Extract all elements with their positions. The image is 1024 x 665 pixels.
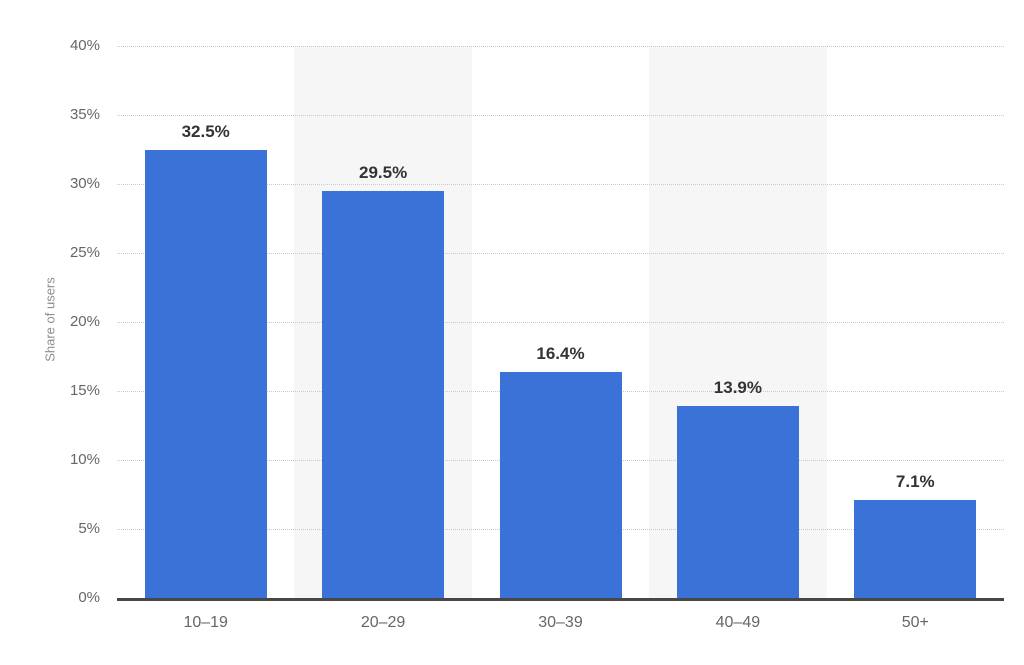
gridline [117, 115, 1004, 116]
x-axis-tick-label: 40–49 [715, 614, 761, 631]
y-axis-tick-label: 15% [69, 382, 100, 399]
x-axis-tick-label: 50+ [901, 614, 929, 631]
y-axis-tick-label: 0% [78, 589, 100, 606]
y-axis-tick-label: 30% [69, 175, 100, 192]
bar-value-label: 16.4% [536, 343, 585, 363]
gridline [117, 253, 1004, 254]
bar-value-label: 7.1% [895, 472, 935, 492]
x-axis-tick-label: 20–29 [360, 614, 406, 631]
gridline [117, 46, 1004, 47]
bar-value-label: 32.5% [181, 121, 230, 141]
x-axis-tick-label: 10–19 [183, 614, 228, 631]
bar-value-label: 13.9% [713, 378, 762, 398]
y-axis-tick-label: 20% [69, 313, 100, 330]
bar [499, 371, 622, 598]
x-axis-tick-label: 30–39 [538, 614, 583, 631]
y-axis-tick-label: 40% [69, 37, 100, 54]
bar [676, 406, 799, 598]
bar [854, 500, 977, 598]
x-axis-line [117, 598, 1004, 601]
y-axis-tick-label: 25% [69, 244, 100, 261]
y-axis-tick-label: 35% [69, 106, 100, 123]
gridline [117, 322, 1004, 323]
bar-value-label: 29.5% [358, 162, 408, 182]
bar [322, 190, 445, 598]
gridline [117, 184, 1004, 185]
bar [144, 149, 267, 598]
plot-area: 32.5% 29.5% 16.4% 13.9% 7.1% [117, 46, 1004, 598]
y-axis-tick-label: 10% [69, 451, 100, 468]
y-axis-tick-label: 5% [78, 520, 100, 537]
